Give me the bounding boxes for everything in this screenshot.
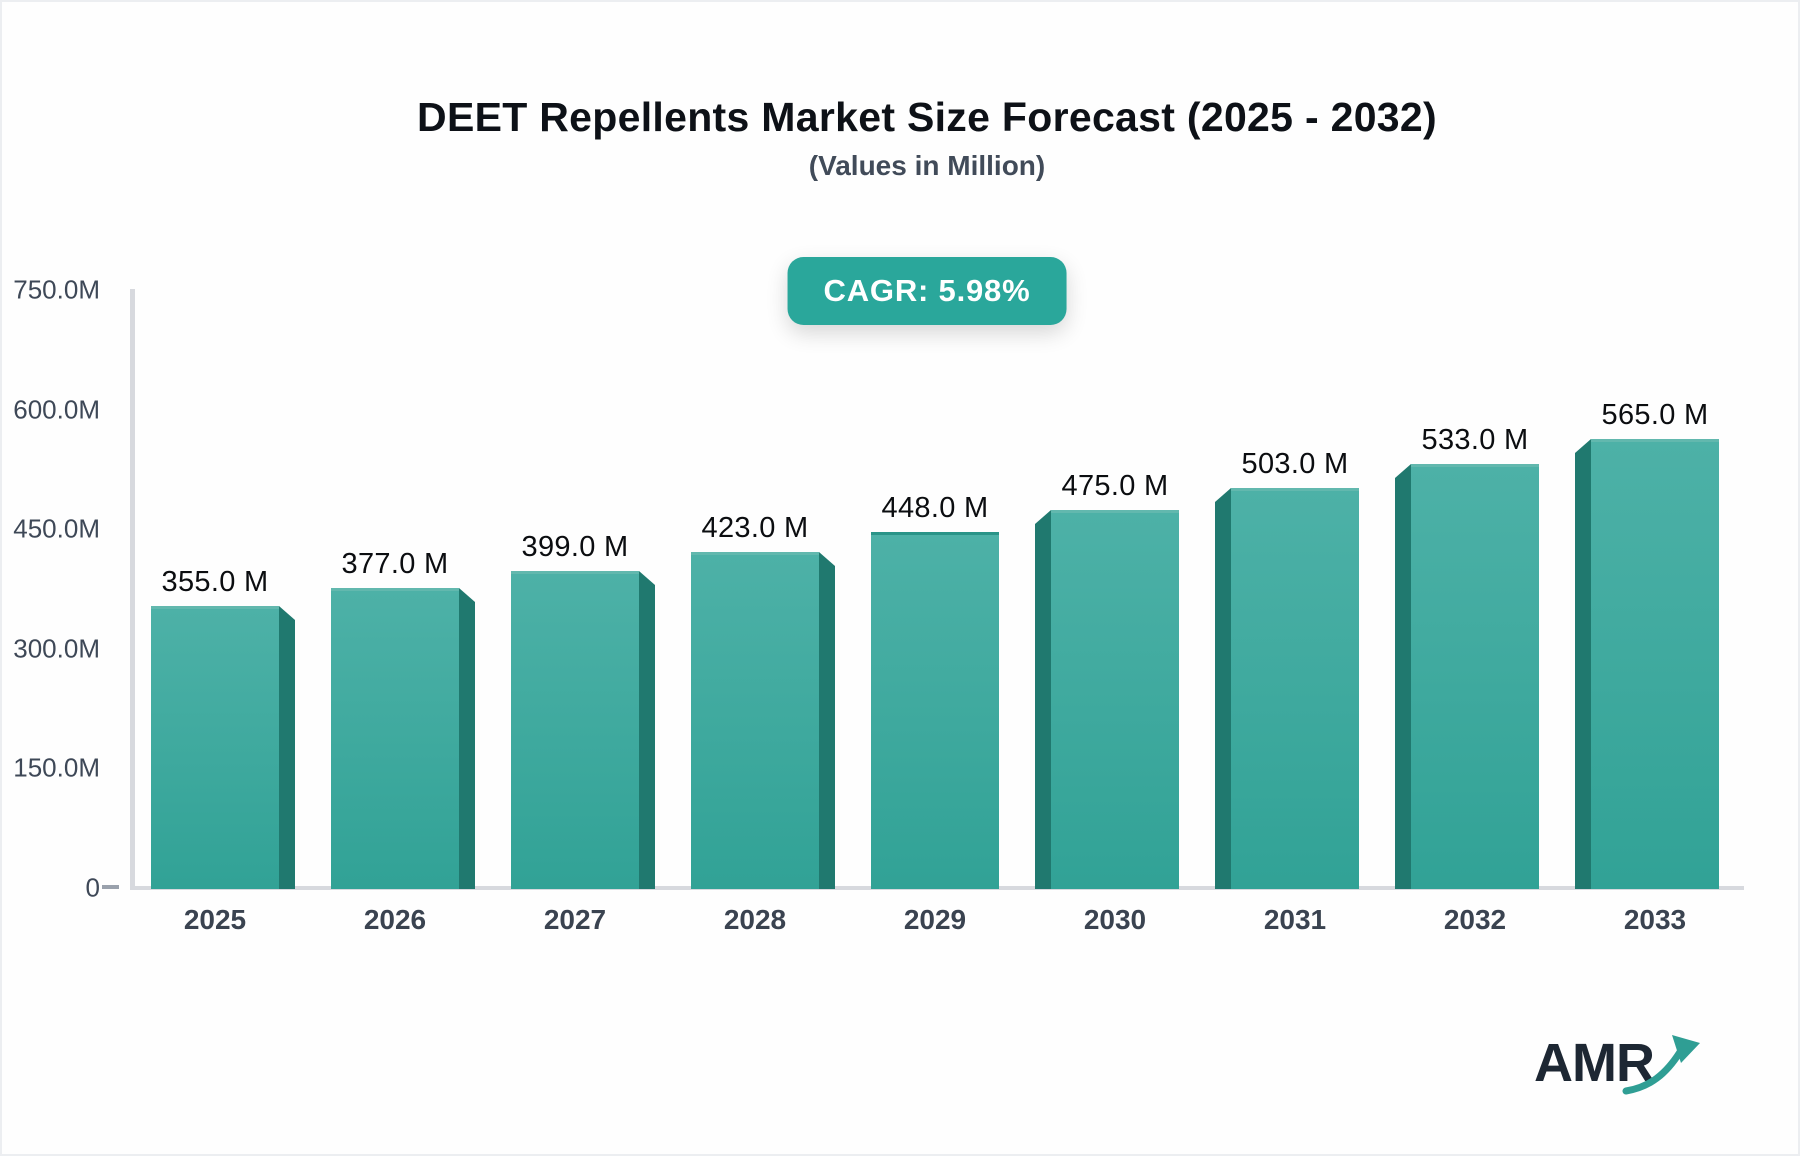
x-tick-label-2032: 2032 bbox=[1443, 904, 1507, 935]
bar-2025[interactable] bbox=[151, 606, 279, 889]
amr-logo: AMR bbox=[1534, 1032, 1714, 1102]
y-axis-line bbox=[130, 289, 135, 890]
x-tick-label-2033: 2033 bbox=[1623, 904, 1687, 935]
bar-side-2028 bbox=[819, 552, 835, 889]
cagr-badge: CAGR: 5.98% bbox=[787, 257, 1067, 325]
bar-side-2030 bbox=[1035, 510, 1051, 889]
bar-value-label: 377.0 M bbox=[341, 548, 449, 580]
bar-value-label: 533.0 M bbox=[1421, 424, 1529, 456]
x-tick-label-2030: 2030 bbox=[1083, 904, 1147, 935]
chart-title: DEET Repellents Market Size Forecast (20… bbox=[417, 94, 1437, 140]
bar-2026[interactable] bbox=[331, 588, 459, 889]
x-tick-label-2028: 2028 bbox=[723, 904, 787, 935]
y-tick-label: 750.0M bbox=[13, 274, 100, 305]
bar-2032[interactable] bbox=[1411, 464, 1539, 889]
bar-2030[interactable] bbox=[1051, 510, 1179, 889]
x-tick-label-2027: 2027 bbox=[543, 904, 607, 935]
trend-up-arrow-icon bbox=[1622, 1035, 1700, 1095]
zero-tick-dash bbox=[102, 885, 119, 889]
bar-side-2026 bbox=[459, 588, 475, 889]
bar-2027[interactable] bbox=[511, 571, 639, 889]
cagr-badge-label: CAGR: 5.98% bbox=[823, 273, 1031, 308]
y-tick-label: 0 bbox=[85, 872, 100, 903]
bar-2031[interactable] bbox=[1231, 488, 1359, 889]
y-tick-label: 600.0M bbox=[13, 394, 100, 425]
x-tick-label-2026: 2026 bbox=[363, 904, 427, 935]
bar-side-2027 bbox=[639, 571, 655, 889]
y-tick-label: 450.0M bbox=[13, 513, 100, 544]
y-tick-label: 300.0M bbox=[13, 633, 100, 664]
bar-value-label: 399.0 M bbox=[521, 531, 629, 563]
bar-value-label: 355.0 M bbox=[161, 566, 269, 598]
bar-side-2033 bbox=[1575, 439, 1591, 889]
bar-value-label: 448.0 M bbox=[881, 492, 989, 524]
bar-side-2031 bbox=[1215, 488, 1231, 889]
bar-side-2032 bbox=[1395, 464, 1411, 889]
bar-side-2025 bbox=[279, 606, 295, 889]
bar-value-label: 475.0 M bbox=[1061, 470, 1169, 502]
bar-2028[interactable] bbox=[691, 552, 819, 889]
x-tick-label-2029: 2029 bbox=[903, 904, 967, 935]
bar-value-label: 423.0 M bbox=[701, 512, 809, 544]
bar-value-label: 503.0 M bbox=[1241, 448, 1349, 480]
chart-subtitle: (Values in Million) bbox=[808, 150, 1046, 181]
logo-text: AMR bbox=[1534, 1033, 1655, 1093]
y-tick-label: 150.0M bbox=[13, 752, 100, 783]
bar-2029[interactable] bbox=[871, 532, 999, 889]
bar-2033[interactable] bbox=[1591, 439, 1719, 889]
x-tick-label-2025: 2025 bbox=[183, 904, 247, 935]
bar-value-label: 565.0 M bbox=[1601, 399, 1709, 431]
x-tick-label-2031: 2031 bbox=[1263, 904, 1327, 935]
